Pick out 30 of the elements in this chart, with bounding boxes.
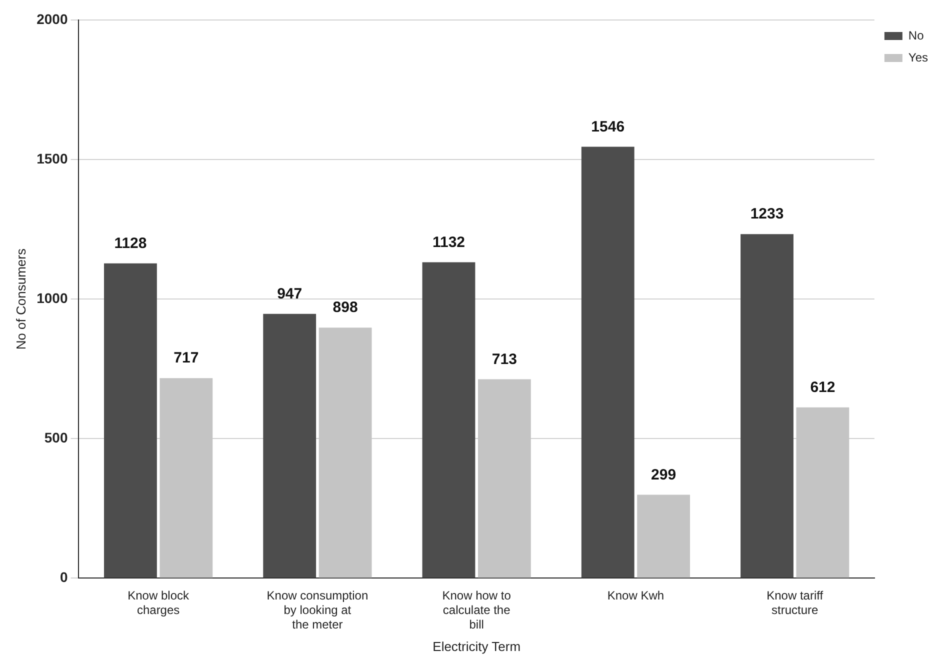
- x-tick-label: Know tariff structure: [766, 588, 824, 618]
- data-label: 612: [810, 379, 836, 396]
- data-label: 1233: [750, 206, 784, 223]
- x-tick-label: Know consumption by looking at the meter: [266, 588, 368, 632]
- x-tick-label: Know block charges: [128, 588, 190, 618]
- y-tick-label: 0: [60, 569, 68, 586]
- bar: [263, 314, 316, 578]
- y-tick-label: 500: [44, 430, 68, 446]
- data-label: 299: [651, 466, 676, 484]
- x-tick-label: Know how to calculate the bill: [442, 588, 512, 632]
- bar: [422, 262, 476, 578]
- y-tick-label: 2000: [36, 10, 68, 27]
- data-label: 1546: [591, 118, 625, 136]
- data-label: 1132: [432, 234, 466, 251]
- y-axis-title: No of Consumers: [13, 248, 28, 350]
- bar: [581, 146, 634, 578]
- bar: [104, 263, 157, 578]
- legend-label: No: [908, 28, 924, 42]
- bar: [637, 494, 690, 578]
- y-tick-label: 1000: [36, 290, 68, 306]
- data-label: 947: [277, 286, 302, 303]
- x-tick-label: Know Kwh: [607, 588, 664, 603]
- data-label: 717: [174, 350, 199, 367]
- x-axis-title: Electricity Term: [432, 638, 521, 654]
- bar: [740, 234, 794, 578]
- data-label: 713: [492, 350, 517, 368]
- y-tick-label: 1500: [36, 150, 68, 166]
- legend-label: Yes: [908, 50, 928, 64]
- data-label: 1128: [114, 235, 147, 252]
- data-label: 898: [332, 299, 358, 316]
